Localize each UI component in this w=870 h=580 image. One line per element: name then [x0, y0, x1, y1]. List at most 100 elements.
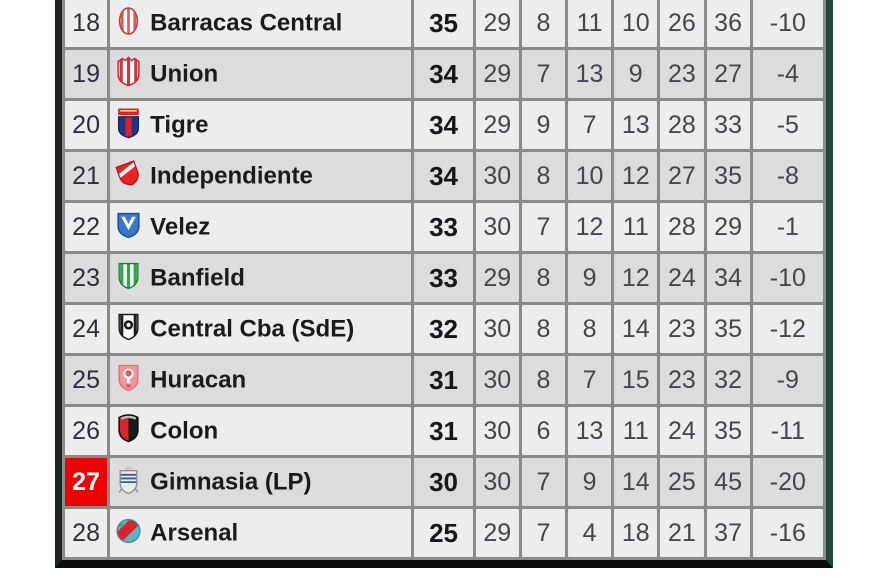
- played-cell: 30: [475, 152, 519, 200]
- table-row: 20 Tigre 34 29 9 7 13 28 33 -5: [65, 101, 823, 149]
- team-cell: Union: [110, 50, 412, 98]
- team-name: Tigre: [150, 111, 209, 139]
- played-cell: 30: [475, 356, 519, 404]
- draws-cell: 9: [567, 458, 612, 506]
- goal-diff-cell: -16: [752, 509, 823, 557]
- table-row: 22 Velez 33 30 7 12 11 28 29 -1: [65, 203, 823, 251]
- points-cell: 34: [414, 50, 473, 98]
- colon-badge-icon: [115, 413, 142, 445]
- team-cell: Tigre: [110, 101, 412, 149]
- position-cell: 21: [65, 152, 108, 200]
- goals-against-cell: 35: [706, 152, 750, 200]
- goals-against-cell: 33: [706, 101, 750, 149]
- team-name: Banfield: [150, 264, 245, 292]
- points-cell: 34: [414, 152, 473, 200]
- team-name: Gimnasia (LP): [150, 468, 312, 496]
- goals-against-cell: 27: [706, 50, 750, 98]
- played-cell: 29: [475, 101, 519, 149]
- losses-cell: 18: [614, 509, 658, 557]
- arsenal-badge-icon: [115, 515, 142, 547]
- goal-diff-cell: -20: [752, 458, 823, 506]
- wins-cell: 8: [521, 0, 565, 47]
- team-cell: Banfield: [110, 254, 412, 302]
- table-row: 23 Banfield 33 29 8 9 12 24 34 -10: [65, 254, 823, 302]
- goals-for-cell: 23: [660, 356, 704, 404]
- team-name: Independiente: [150, 162, 313, 190]
- draws-cell: 7: [567, 356, 612, 404]
- central-cordoba-badge-icon: [115, 311, 142, 343]
- points-cell: 34: [414, 101, 473, 149]
- independiente-badge-icon: [115, 158, 142, 190]
- losses-cell: 9: [614, 50, 658, 98]
- table-row: 26 Colon 31 30 6 13 11 24 35 -11: [65, 407, 823, 455]
- standings-table: 18 Barracas Central 35 29 8 11 10 26 36 -10 19 Unio…: [62, 0, 826, 560]
- tigre-badge-icon: [115, 107, 142, 139]
- losses-cell: 13: [614, 101, 658, 149]
- points-cell: 33: [414, 203, 473, 251]
- goals-for-cell: 25: [660, 458, 704, 506]
- table-row: 21 Independiente 34 30 8 10 12 27 35 -8: [65, 152, 823, 200]
- goal-diff-cell: -12: [752, 305, 823, 353]
- goal-diff-cell: -10: [752, 0, 823, 47]
- draws-cell: 12: [567, 203, 612, 251]
- goal-diff-cell: -8: [752, 152, 823, 200]
- goal-diff-cell: -9: [752, 356, 823, 404]
- table-row: 24 Central Cba (SdE) 32 30 8 8 14 23 35 -12: [65, 305, 823, 353]
- team-name: Central Cba (SdE): [150, 315, 355, 343]
- played-cell: 29: [475, 509, 519, 557]
- goals-against-cell: 45: [706, 458, 750, 506]
- position-cell: 26: [65, 407, 108, 455]
- goal-diff-cell: -5: [752, 101, 823, 149]
- team-cell: Independiente: [110, 152, 412, 200]
- standings-table-body: 18 Barracas Central 35 29 8 11 10 26 36 -10 19 Unio…: [65, 0, 823, 557]
- table-row: 25 Huracan 31 30 8 7 15 23 32 -9: [65, 356, 823, 404]
- draws-cell: 7: [567, 101, 612, 149]
- position-cell: 28: [65, 509, 108, 557]
- position-cell: 22: [65, 203, 108, 251]
- table-row: 18 Barracas Central 35 29 8 11 10 26 36 -10: [65, 0, 823, 47]
- wins-cell: 7: [521, 50, 565, 98]
- played-cell: 30: [475, 407, 519, 455]
- goals-for-cell: 24: [660, 407, 704, 455]
- goals-against-cell: 35: [706, 407, 750, 455]
- position-cell: 27: [65, 458, 108, 506]
- losses-cell: 14: [614, 458, 658, 506]
- losses-cell: 11: [614, 407, 658, 455]
- draws-cell: 10: [567, 152, 612, 200]
- goals-for-cell: 27: [660, 152, 704, 200]
- barracas-central-badge-icon: [115, 5, 142, 37]
- wins-cell: 7: [521, 458, 565, 506]
- goals-against-cell: 32: [706, 356, 750, 404]
- goals-for-cell: 23: [660, 50, 704, 98]
- goals-for-cell: 28: [660, 203, 704, 251]
- losses-cell: 14: [614, 305, 658, 353]
- goal-diff-cell: -1: [752, 203, 823, 251]
- team-name: Colon: [150, 417, 219, 445]
- draws-cell: 8: [567, 305, 612, 353]
- table-row: 19 Union 34 29 7 13 9 23 27 -4: [65, 50, 823, 98]
- played-cell: 30: [475, 458, 519, 506]
- team-cell: Arsenal: [110, 509, 412, 557]
- gimnasia-badge-icon: [115, 464, 142, 496]
- goals-against-cell: 37: [706, 509, 750, 557]
- team-name: Velez: [150, 213, 211, 241]
- team-name: Barracas Central: [150, 9, 343, 37]
- points-cell: 30: [414, 458, 473, 506]
- team-cell: Gimnasia (LP): [110, 458, 412, 506]
- standings-frame: 18 Barracas Central 35 29 8 11 10 26 36 -10 19 Unio…: [55, 0, 833, 568]
- wins-cell: 8: [521, 305, 565, 353]
- goals-against-cell: 36: [706, 0, 750, 47]
- goals-against-cell: 35: [706, 305, 750, 353]
- table-row: 27 Gimnasia (LP) 30 30 7 9 14 25 45 -20: [65, 458, 823, 506]
- draws-cell: 9: [567, 254, 612, 302]
- table-row: 28 Arsenal 25 29 7 4 18 21 37 -16: [65, 509, 823, 557]
- goals-for-cell: 23: [660, 305, 704, 353]
- union-badge-icon: [115, 56, 142, 88]
- wins-cell: 8: [521, 152, 565, 200]
- played-cell: 30: [475, 203, 519, 251]
- wins-cell: 7: [521, 509, 565, 557]
- goals-against-cell: 29: [706, 203, 750, 251]
- position-cell: 18: [65, 0, 108, 47]
- goals-for-cell: 21: [660, 509, 704, 557]
- position-cell: 23: [65, 254, 108, 302]
